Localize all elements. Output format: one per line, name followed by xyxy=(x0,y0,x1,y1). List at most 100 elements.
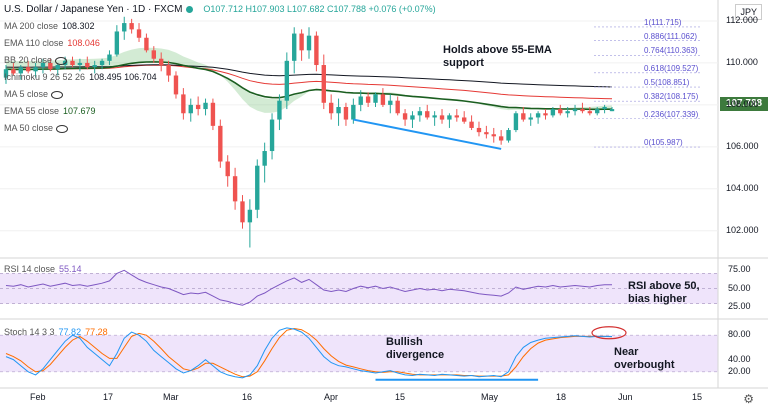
candle-body xyxy=(351,104,356,120)
ohlc-values: O107.712 H107.903 L107.682 C107.788 +0.0… xyxy=(203,4,436,14)
candle-body xyxy=(410,115,415,120)
last-price-tag: 107.788 xyxy=(720,97,768,111)
annotation-rsi: RSI above 50, bias higher xyxy=(628,280,700,305)
time-tick-label: 15 xyxy=(395,392,406,402)
candle-body xyxy=(122,23,127,32)
candle-body xyxy=(284,60,290,101)
candle-body xyxy=(580,109,585,112)
candle-body xyxy=(210,102,216,126)
price-tick-label: 112.000 xyxy=(726,14,758,25)
candle-body xyxy=(380,94,386,105)
candle-body xyxy=(417,111,423,116)
candle-body xyxy=(395,100,400,114)
candle-body xyxy=(25,67,31,72)
rsi-tick-label: 75.00 xyxy=(728,263,751,274)
time-tick-label: Jun xyxy=(618,392,633,402)
candle-body xyxy=(40,62,46,68)
indicator-row[interactable]: MA 200 close 108.302 xyxy=(4,21,95,32)
hidden-eye-icon[interactable] xyxy=(51,90,64,99)
fib-level-label: 0.236(107.339) xyxy=(644,109,699,119)
candle-body xyxy=(269,119,275,152)
fib-level-label: 0(105.987) xyxy=(644,138,683,148)
candle-body xyxy=(513,113,519,131)
candle-body xyxy=(255,165,260,210)
rsi-legend: RSI 14 close 55.14 xyxy=(4,264,82,275)
indicator-label: MA 200 close xyxy=(4,21,59,31)
candle-body xyxy=(151,50,156,59)
stoch-k-line xyxy=(5,327,613,379)
candle-body xyxy=(321,65,326,103)
price-tick-label: 104.000 xyxy=(726,182,759,193)
candle-body xyxy=(550,109,556,116)
candle-body xyxy=(3,69,9,78)
stoch-legend: Stoch 14 3 3 77.82 77.28 xyxy=(4,327,108,338)
time-tick-label: 16 xyxy=(242,392,253,402)
time-tick-label: 15 xyxy=(692,392,703,402)
candle-body xyxy=(402,113,408,120)
candle-body xyxy=(292,33,297,61)
candle-body xyxy=(476,127,482,133)
indicator-label: MA 50 close xyxy=(4,123,54,133)
candle-body xyxy=(166,65,171,76)
stoch-k-value: 77.82 xyxy=(58,327,82,337)
symbol-title[interactable]: U.S. Dollar / Japanese Yen · 1D · FXCM xyxy=(4,4,183,15)
candle-body xyxy=(11,69,16,74)
annotation-divergence: Bullish divergence xyxy=(386,336,445,361)
hidden-eye-icon[interactable] xyxy=(55,56,68,65)
indicator-row[interactable]: EMA 55 close 107.679 xyxy=(4,106,96,117)
candle-body xyxy=(365,96,371,103)
candle-body xyxy=(195,104,201,110)
candle-body xyxy=(328,102,334,114)
candle-body xyxy=(114,31,120,55)
indicator-row[interactable]: MA 50 close xyxy=(4,123,69,134)
indicator-row[interactable]: Ichimoku 9 26 52 26 108.495 106.704 xyxy=(4,72,157,83)
time-tick-label: May xyxy=(481,392,499,402)
candle-body xyxy=(99,60,105,66)
stoch-label: Stoch 14 3 3 xyxy=(4,327,55,337)
candle-body xyxy=(85,62,90,68)
candle-body xyxy=(469,121,474,128)
candle-body xyxy=(439,115,445,120)
candle-body xyxy=(92,65,97,68)
gear-icon[interactable]: ⚙ xyxy=(743,392,754,406)
indicator-row[interactable]: EMA 110 close 108.046 xyxy=(4,38,100,49)
chart-header: U.S. Dollar / Japanese Yen · 1D · FXCM O1… xyxy=(4,4,436,15)
candle-body xyxy=(159,58,164,66)
indicator-label: EMA 55 close xyxy=(4,106,60,116)
candle-body xyxy=(203,102,208,110)
price-tick-label: 110.000 xyxy=(726,56,758,67)
currency-badge[interactable]: JPY xyxy=(735,4,762,20)
candle-body xyxy=(336,106,341,114)
fib-level-label: 0.618(109.527) xyxy=(644,63,699,73)
candle-body xyxy=(343,106,349,120)
rsi-tick-label: 25.00 xyxy=(728,301,751,312)
stoch-tick-label: 80.00 xyxy=(728,329,751,340)
candle-body xyxy=(484,132,489,135)
candle-body xyxy=(543,113,548,116)
indicator-value: 107.679 xyxy=(63,106,96,116)
ma-200-line xyxy=(5,64,613,88)
candle-body xyxy=(107,54,112,61)
price-tick-label: 106.000 xyxy=(726,140,759,151)
candle-body xyxy=(521,113,526,120)
candle-body xyxy=(587,111,593,114)
indicator-row[interactable]: BB 20 close xyxy=(4,55,68,66)
rsi-value: 55.14 xyxy=(59,264,82,274)
candle-body xyxy=(447,115,452,120)
annotation-overbought: Near overbought xyxy=(614,346,675,371)
candle-body xyxy=(358,96,363,105)
fib-level-label: 0.764(110.363) xyxy=(644,46,698,56)
candle-body xyxy=(572,109,578,112)
candle-body xyxy=(595,109,600,114)
indicator-row[interactable]: MA 5 close xyxy=(4,89,64,100)
candle-body xyxy=(491,134,496,137)
candle-body xyxy=(565,111,570,114)
indicator-value: 108.495 106.704 xyxy=(89,72,157,82)
hidden-eye-icon[interactable] xyxy=(56,124,69,133)
candle-body xyxy=(432,115,437,118)
candle-body xyxy=(314,35,319,66)
fib-level-label: 0.5(108.851) xyxy=(644,78,690,88)
candle-body xyxy=(535,113,541,118)
candle-body xyxy=(232,176,238,202)
